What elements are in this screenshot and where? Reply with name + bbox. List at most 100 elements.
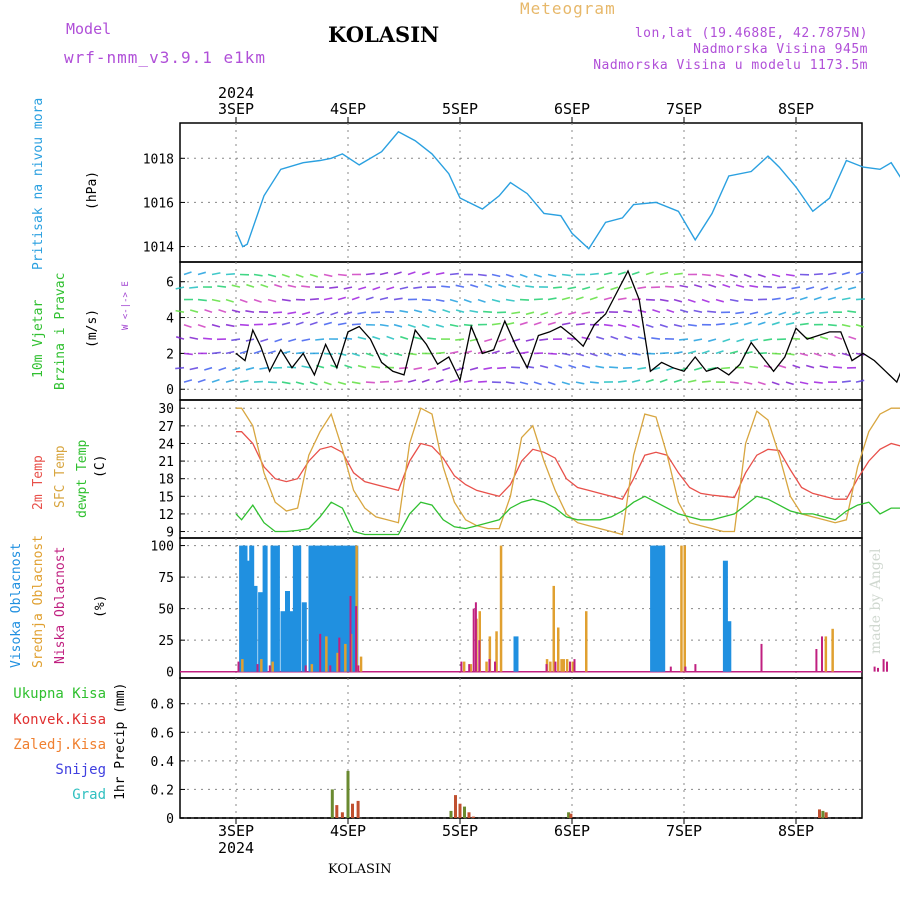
wind-arrow	[749, 311, 759, 315]
wind-arrow	[225, 298, 234, 303]
wind-arrow	[666, 308, 675, 313]
wind-arrow	[763, 338, 773, 342]
wind-arrow	[819, 365, 829, 369]
cloud-bar-0	[344, 545, 350, 672]
temp-axis-label-b: SFC Temp	[53, 445, 68, 508]
wind-arrow	[301, 311, 311, 316]
wind-arrow	[567, 337, 577, 340]
precip-bar	[567, 812, 571, 818]
wind-arrow	[722, 338, 731, 343]
wind-arrow	[834, 286, 843, 291]
y-tick-label: 25	[158, 634, 174, 649]
panel-frame	[179, 122, 863, 263]
wind-arrow	[659, 298, 669, 302]
wind-arrow	[463, 323, 473, 327]
cloud-unit-label: (%)	[93, 595, 108, 618]
wind-arrow	[225, 350, 235, 355]
wind-arrow	[603, 271, 613, 276]
wind-arrow	[469, 309, 479, 313]
wind-arrow	[483, 310, 493, 313]
wind-arrow	[554, 364, 563, 369]
y-tick-label: 0.2	[151, 783, 174, 798]
wind-arrow	[673, 379, 682, 383]
wind-arrow	[287, 311, 297, 315]
wind-arrow	[435, 378, 444, 383]
wind-arrow	[357, 311, 367, 315]
wind-arrow	[547, 381, 556, 386]
year-label-bottom: 2024	[218, 839, 254, 857]
wind-arrow	[519, 273, 528, 278]
wind-arrow	[301, 285, 311, 288]
wind-arrow	[539, 364, 549, 369]
wind-arrow	[785, 273, 795, 277]
y-tick-label: 4	[166, 312, 174, 327]
y-tick-label: 2	[166, 347, 174, 362]
wind-arrow	[469, 366, 479, 371]
wind-arrow	[309, 381, 318, 386]
wind-arrow	[274, 338, 283, 343]
cloud-bar-2	[349, 596, 352, 672]
cloud-axis-label-c: Niska Oblacnost	[53, 547, 68, 664]
wind-axis-label-a: 10m Vjetar	[31, 300, 46, 378]
wind-arrow	[735, 284, 745, 288]
wind-arrow	[631, 271, 640, 276]
wind-arrow	[371, 311, 381, 314]
wind-arrow	[211, 351, 221, 355]
wind-arrow	[581, 336, 591, 340]
cloud-bar-1	[571, 661, 574, 672]
wind-arrow	[239, 298, 248, 303]
wind-arrow	[833, 366, 843, 369]
cloud-bar-1	[549, 661, 552, 672]
wind-arrow	[665, 285, 675, 288]
wind-arrow	[659, 352, 669, 355]
wind-arrow	[455, 284, 465, 288]
wind-arrow	[379, 352, 388, 357]
wind-arrow	[624, 335, 633, 340]
wind-arrow	[393, 323, 403, 328]
elevation-label: Nadmorska Visina 945m	[693, 42, 868, 57]
wind-arrow	[847, 310, 857, 313]
wind-arrow	[239, 350, 248, 355]
cloud-bar-2	[472, 608, 475, 672]
wind-arrow	[693, 366, 703, 371]
wind-arrow	[841, 297, 851, 301]
cloud-bar-0	[292, 545, 298, 672]
cloud-bar-2	[873, 666, 876, 672]
cloud-bar-0	[513, 636, 519, 672]
cloud-bar-2	[329, 665, 332, 672]
x-tick-label-top: 4SEP	[330, 100, 366, 118]
wind-arrow	[442, 308, 451, 313]
cloud-bar-2	[545, 664, 548, 672]
wind-arrow	[386, 286, 395, 291]
y-tick-label: 0.4	[151, 755, 175, 770]
precip-legend-label: Konvek.Kisa	[13, 712, 106, 728]
wind-arrow	[372, 335, 381, 340]
precip-bar	[346, 770, 350, 818]
wind-arrow	[218, 308, 227, 313]
wind-arrow	[365, 352, 374, 357]
cloud-bar-1	[683, 545, 686, 672]
cloud-bar-1	[824, 636, 828, 672]
wind-arrow	[399, 286, 409, 290]
temp-unit-label: (C)	[93, 455, 108, 478]
cloud-bar-0	[317, 545, 323, 672]
wind-arrow	[622, 366, 633, 369]
x-tick-label-bottom: 7SEP	[666, 822, 702, 840]
cloud-axis-label-a: Visoka Oblacnost	[9, 543, 24, 668]
wind-arrow	[449, 272, 459, 276]
wind-arrow	[357, 336, 367, 340]
wind-arrow	[211, 323, 221, 328]
wind-arrow	[673, 323, 683, 328]
wind-arrow	[231, 284, 241, 288]
wind-arrow	[449, 350, 459, 355]
wind-arrow	[344, 364, 353, 369]
cloud-bar-2	[886, 661, 888, 672]
wind-arrow	[778, 311, 787, 316]
y-tick-label: 1014	[143, 241, 174, 256]
temp-line-0	[236, 431, 900, 500]
wind-arrow	[799, 352, 809, 357]
wind-arrow	[609, 366, 619, 369]
wind-arrow	[309, 298, 319, 301]
wind-arrow	[631, 352, 641, 356]
wind-arrow	[743, 298, 753, 302]
